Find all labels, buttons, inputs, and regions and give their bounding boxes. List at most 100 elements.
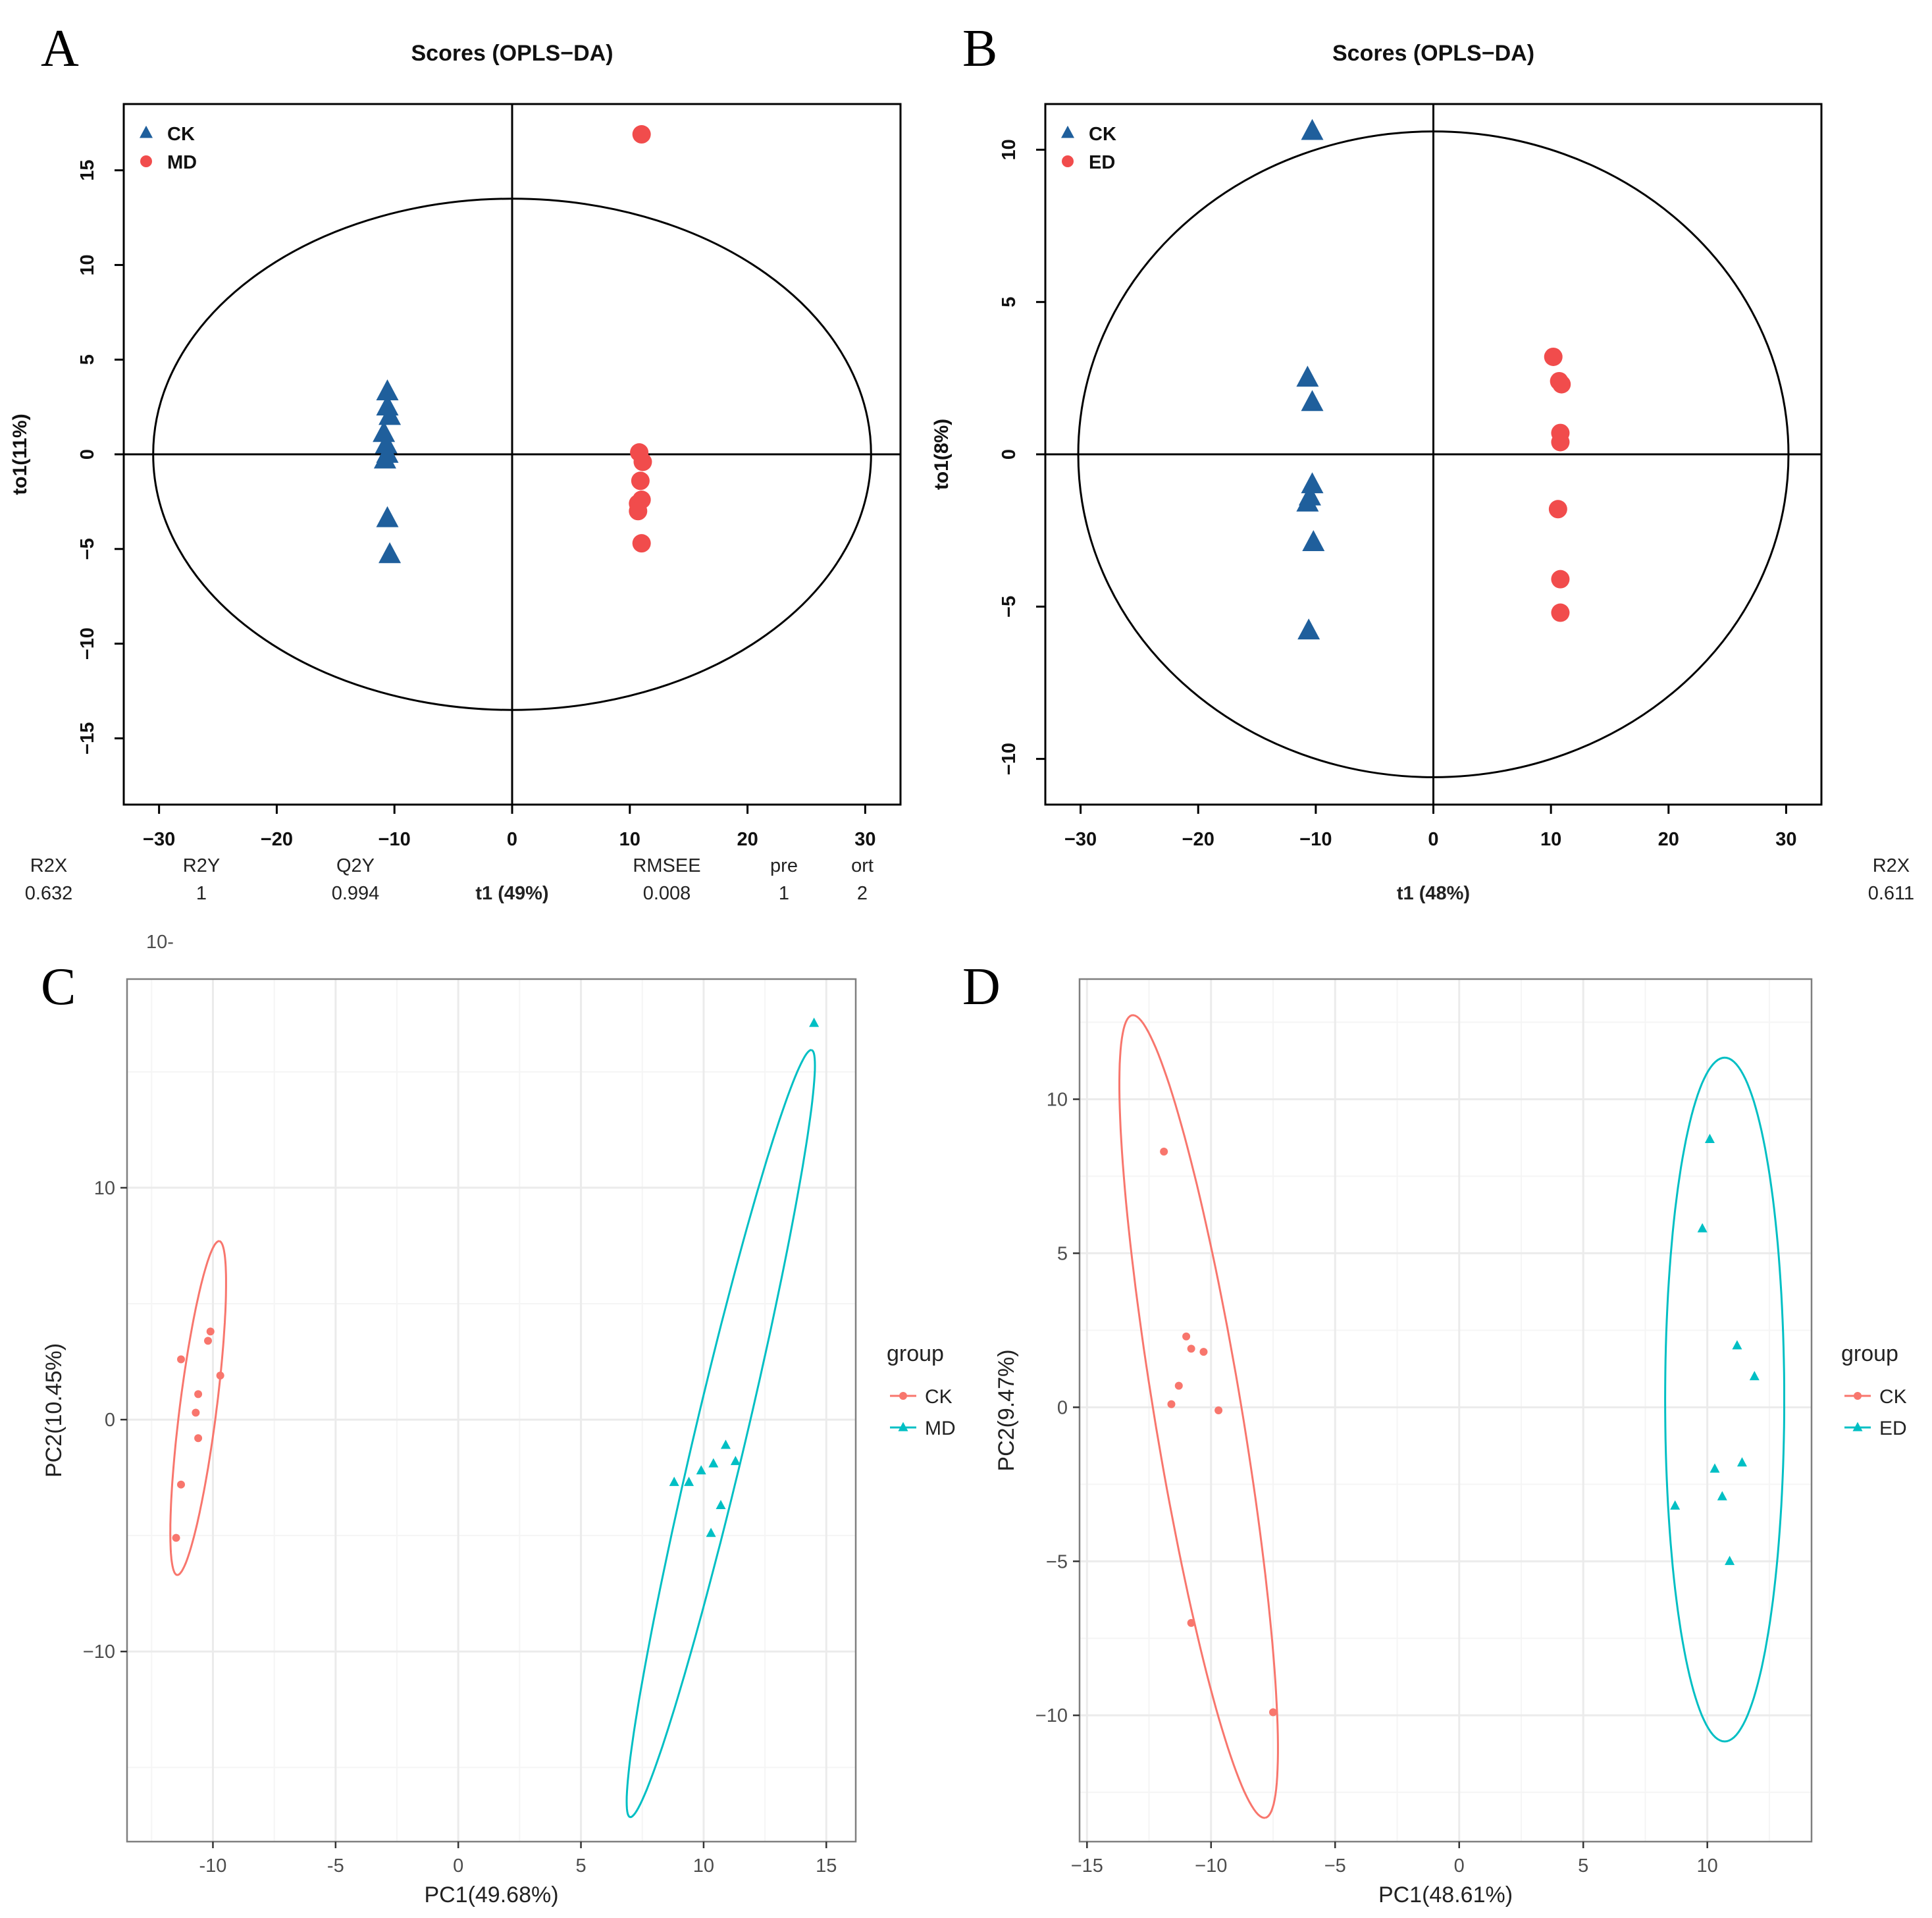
data-point-ck: [1182, 1332, 1191, 1341]
y-tick-label: −15: [77, 722, 98, 755]
data-point-ck: [1296, 365, 1319, 387]
y-tick-label: −5: [999, 596, 1020, 618]
data-point-ck: [1160, 1148, 1168, 1156]
data-point-ed: [1749, 1371, 1760, 1381]
data-point-ck: [204, 1337, 212, 1345]
stats-header-r2x: R2X: [30, 855, 67, 876]
data-point-ck: [1302, 530, 1325, 552]
x-tick-label: 30: [1775, 829, 1796, 850]
x-tick-label: 10: [619, 829, 640, 850]
data-point-md: [696, 1465, 706, 1475]
data-point-ck: [1297, 618, 1320, 640]
stats-value-pre: 1: [779, 883, 789, 904]
legend-label: ED: [1089, 152, 1115, 173]
x-tick-label: −30: [1064, 829, 1097, 850]
panel-b-opls-da-ck-vs-ed: B Scores (OPLS−DA) −30 −20 −10 0 10 20 30 −10 −5 0 5…: [931, 20, 1914, 904]
y-tick-label: −10: [83, 1641, 115, 1663]
x-tick-label: -5: [327, 1855, 344, 1877]
stats-value-rmsee: 0.008: [643, 883, 691, 904]
panel-a-opls-da-ck-vs-md: A Scores (OPLS−DA)−30 −20 −10 0 10 20 30−15−10−…: [9, 20, 902, 904]
data-point-ck: [1269, 1708, 1278, 1717]
y-tick-label: 10: [999, 139, 1020, 160]
legend-marker-triangle: [1061, 125, 1074, 138]
data-point-md: [716, 1500, 726, 1510]
stats-value-r2y: 1: [196, 883, 207, 904]
data-point-md: [629, 502, 648, 521]
data-point-ck: [206, 1327, 215, 1336]
x-tick-label: 10: [1697, 1855, 1718, 1877]
panel-letter: A: [41, 20, 79, 78]
data-point-ck: [375, 432, 398, 454]
stats-header-rmsee: RMSEE: [633, 855, 700, 876]
stray-axis-label: 10-: [146, 932, 174, 953]
stats-value-r2x: 0.611: [1868, 883, 1914, 904]
legend-label: CK: [1879, 1386, 1907, 1408]
y-tick-label: 5: [1057, 1243, 1068, 1264]
y-tick-label: −10: [1035, 1705, 1068, 1726]
data-point-ck: [1296, 491, 1319, 512]
confidence-ellipse-ed: [1664, 1056, 1785, 1743]
y-tick-label: 10: [94, 1178, 115, 1199]
stats-header-q2y: Q2Y: [336, 855, 375, 876]
y-tick-label: −10: [999, 743, 1020, 775]
data-point-ck: [194, 1434, 203, 1443]
x-tick-label: −20: [1182, 829, 1214, 850]
legend-title: group: [887, 1341, 944, 1366]
x-tick-label: −30: [143, 829, 175, 850]
confidence-ellipse-ck: [169, 1240, 227, 1576]
data-point-ck: [1199, 1348, 1208, 1356]
data-point-ck: [373, 447, 396, 469]
x-tick-label: 15: [816, 1855, 837, 1877]
panel-c-pca-ck-vs-md: C -10 -5 0 5 10 15 −10 0 10 PC1(49.68%) PC2(10.45%)…: [41, 958, 956, 1907]
y-tick-label: 0: [1057, 1397, 1068, 1418]
data-point-md: [632, 125, 651, 144]
panel-letter: D: [962, 958, 1001, 1016]
data-point-ed: [1551, 433, 1570, 452]
data-point-ed: [1544, 347, 1563, 366]
legend-label: MD: [167, 152, 197, 173]
y-tick-label: 5: [77, 354, 98, 365]
data-point-ck: [1174, 1381, 1183, 1390]
y-tick-label: 10: [77, 254, 98, 275]
y-tick-label: 0: [105, 1410, 115, 1431]
x-axis-label: t1 (48%): [1397, 883, 1470, 904]
x-axis-label: t1 (49%): [475, 883, 548, 904]
data-point-ck: [177, 1355, 185, 1364]
stats-header-r2y: R2Y: [183, 855, 220, 876]
data-point-ck: [1301, 119, 1324, 140]
stats-value-r2x: 0.632: [25, 883, 73, 904]
plot-frame: [126, 978, 857, 1843]
data-point-md: [669, 1476, 679, 1486]
data-point-ed: [1548, 500, 1567, 519]
data-point-ck: [192, 1408, 200, 1417]
data-point-ed: [1670, 1500, 1681, 1510]
legend-marker-triangle: [1852, 1422, 1863, 1431]
data-point-md: [631, 471, 650, 491]
data-point-ed: [1704, 1133, 1715, 1143]
legend-label: CK: [1089, 124, 1116, 145]
x-axis-label: PC1(49.68%): [424, 1882, 558, 1907]
data-point-ck: [379, 404, 402, 425]
x-tick-label: −20: [261, 829, 293, 850]
legend-marker-triangle: [140, 125, 153, 138]
legend-label: CK: [925, 1386, 953, 1408]
data-point-md: [633, 452, 652, 471]
data-point-ck: [1301, 472, 1324, 494]
data-point-ck: [194, 1390, 203, 1399]
legend-marker-circle: [140, 155, 152, 167]
x-tick-label: −15: [1071, 1855, 1103, 1877]
x-tick-label: 0: [507, 829, 517, 850]
x-tick-label: 0: [1454, 1855, 1465, 1877]
data-point-ed: [1697, 1223, 1708, 1233]
x-tick-label: −5: [1324, 1855, 1346, 1877]
stats-value-ort: 2: [857, 883, 868, 904]
y-tick-label: −5: [77, 538, 98, 560]
x-tick-label: 0: [1428, 829, 1438, 850]
confidence-ellipse-ck: [1118, 1014, 1279, 1819]
x-tick-label: 30: [854, 829, 875, 850]
data-point-md: [809, 1017, 820, 1027]
y-tick-label: 15: [77, 160, 98, 181]
legend-marker-circle: [899, 1392, 907, 1400]
y-tick-label: 0: [999, 449, 1020, 460]
legend-label: ED: [1879, 1418, 1907, 1439]
